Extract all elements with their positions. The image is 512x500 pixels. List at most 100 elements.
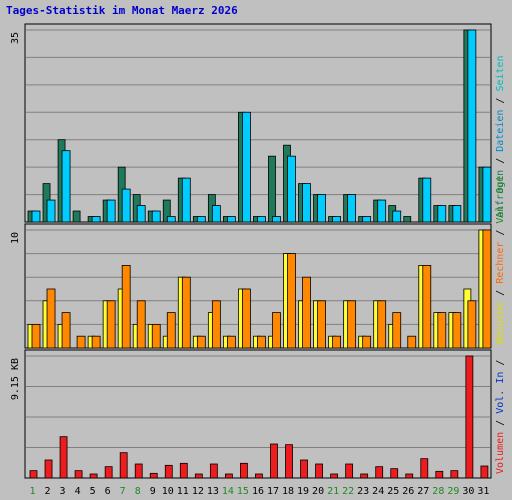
top-dateien-bar <box>332 216 342 223</box>
legend-top-part: Seiten <box>495 55 506 91</box>
legend-middle-part: / <box>495 224 506 242</box>
middle-rechner-bar <box>211 300 221 349</box>
top-anfragen-bar <box>72 210 81 223</box>
middle-rechner-bar <box>302 276 311 349</box>
middle-rechner-bar <box>422 264 432 349</box>
legend-bottom-part: Volumen <box>495 432 506 474</box>
top-dateien-bar <box>257 216 266 223</box>
legend-bottom-part: / <box>495 360 506 372</box>
middle-rechner-bar <box>151 323 161 349</box>
bottom-volumen-bar <box>375 466 384 479</box>
top-dateien-bar <box>196 216 206 223</box>
day-label: 12 <box>192 486 204 497</box>
day-label: 11 <box>177 486 189 497</box>
top-dateien-bar <box>437 205 447 223</box>
middle-rechner-bar <box>287 253 296 349</box>
top-dateien-bar <box>482 166 492 223</box>
legend-top-part: Anfragen <box>495 170 506 218</box>
day-label: 28 <box>432 486 444 497</box>
bottom-volumen-bar <box>74 470 83 479</box>
bottom-volumen-bar <box>390 468 399 479</box>
bottom-volumen-bar <box>179 462 188 479</box>
top-dateien-bar <box>91 216 101 223</box>
middle-rechner-bar <box>31 323 41 349</box>
day-label: 2 <box>45 486 51 497</box>
bottom-volumen-bar <box>420 458 429 479</box>
middle-rechner-bar <box>136 300 146 349</box>
bottom-volumen-bar <box>315 463 323 479</box>
day-label: 8 <box>135 486 141 497</box>
legend-middle: Besuche / Rechner / Vol. Out <box>495 175 506 344</box>
day-label: 30 <box>462 486 474 497</box>
middle-rechner-bar <box>226 335 236 349</box>
bottom-volumen-bar <box>360 473 369 479</box>
day-label: 19 <box>297 486 309 497</box>
middle-rechner-bar <box>362 335 372 349</box>
middle-rechner-bar <box>91 335 101 349</box>
bottom-volumen-bar <box>44 459 53 479</box>
top-dateien-bar <box>46 199 56 223</box>
day-label: 27 <box>417 486 429 497</box>
top-anfragen-bar <box>162 199 171 223</box>
day-label: 14 <box>222 486 234 497</box>
middle-rechner-bar <box>347 300 357 349</box>
top-dateien-bar <box>242 111 251 223</box>
bottom-volumen-bar <box>435 470 444 479</box>
bottom-volumen-bar <box>255 473 263 479</box>
day-label: 20 <box>312 486 324 497</box>
top-dateien-bar <box>302 183 311 223</box>
bottom-volumen-bar <box>59 436 68 479</box>
bottom-volumen-bar <box>450 470 459 479</box>
top-dateien-bar <box>287 155 296 223</box>
day-label: 13 <box>207 486 219 497</box>
middle-rechner-bar <box>242 288 251 349</box>
y-max-label-middle: 10 <box>10 232 21 244</box>
y-max-label-top: 35 <box>10 32 21 44</box>
bottom-volumen-bar <box>405 473 414 479</box>
legend-bottom-part: / <box>495 414 506 432</box>
day-label: 5 <box>90 486 96 497</box>
top-dateien-bar <box>61 150 71 223</box>
day-label: 21 <box>327 486 339 497</box>
day-label: 10 <box>162 486 174 497</box>
middle-rechner-bar <box>332 335 342 349</box>
day-label: 6 <box>105 486 111 497</box>
day-label: 26 <box>402 486 414 497</box>
middle-rechner-bar <box>272 312 281 349</box>
day-label: 29 <box>447 486 459 497</box>
legend-middle-part: Besuche <box>495 302 506 344</box>
top-dateien-bar <box>392 210 402 223</box>
middle-rechner-bar <box>392 312 402 349</box>
top-dateien-bar <box>452 205 462 223</box>
day-label: 7 <box>120 486 126 497</box>
bottom-volumen-bar <box>480 465 489 479</box>
middle-rechner-bar <box>46 288 56 349</box>
bottom-volumen-bar <box>285 444 293 479</box>
middle-rechner-bar <box>257 335 266 349</box>
top-dateien-bar <box>272 216 281 223</box>
legend-middle-part: Vol. Out <box>495 175 506 223</box>
legend-middle-part: Rechner <box>495 242 506 284</box>
bottom-volumen-bar <box>119 452 128 479</box>
top-dateien-bar <box>151 210 161 223</box>
bottom-volumen-bar <box>224 473 233 479</box>
bottom-volumen-bar <box>104 466 113 479</box>
legend-bottom: Volumen / Vol. In / <box>495 360 506 474</box>
middle-rechner-bar <box>467 300 477 349</box>
bottom-volumen-bar <box>270 443 278 479</box>
top-dateien-bar <box>317 194 326 223</box>
legend-top: Anfragen / Dateien / Seiten <box>495 55 506 218</box>
day-label: 4 <box>75 486 81 497</box>
legend-top-part: / <box>495 152 506 170</box>
top-dateien-bar <box>377 199 387 223</box>
panel-bottom <box>24 349 492 479</box>
day-label: 3 <box>60 486 66 497</box>
bottom-volumen-bar <box>240 462 248 479</box>
middle-rechner-bar <box>377 300 387 349</box>
day-label: 1 <box>29 486 35 497</box>
y-max-label-bottom: 9.15 KB <box>10 358 21 400</box>
bottom-volumen-bar <box>194 473 203 479</box>
middle-rechner-bar <box>76 335 86 349</box>
